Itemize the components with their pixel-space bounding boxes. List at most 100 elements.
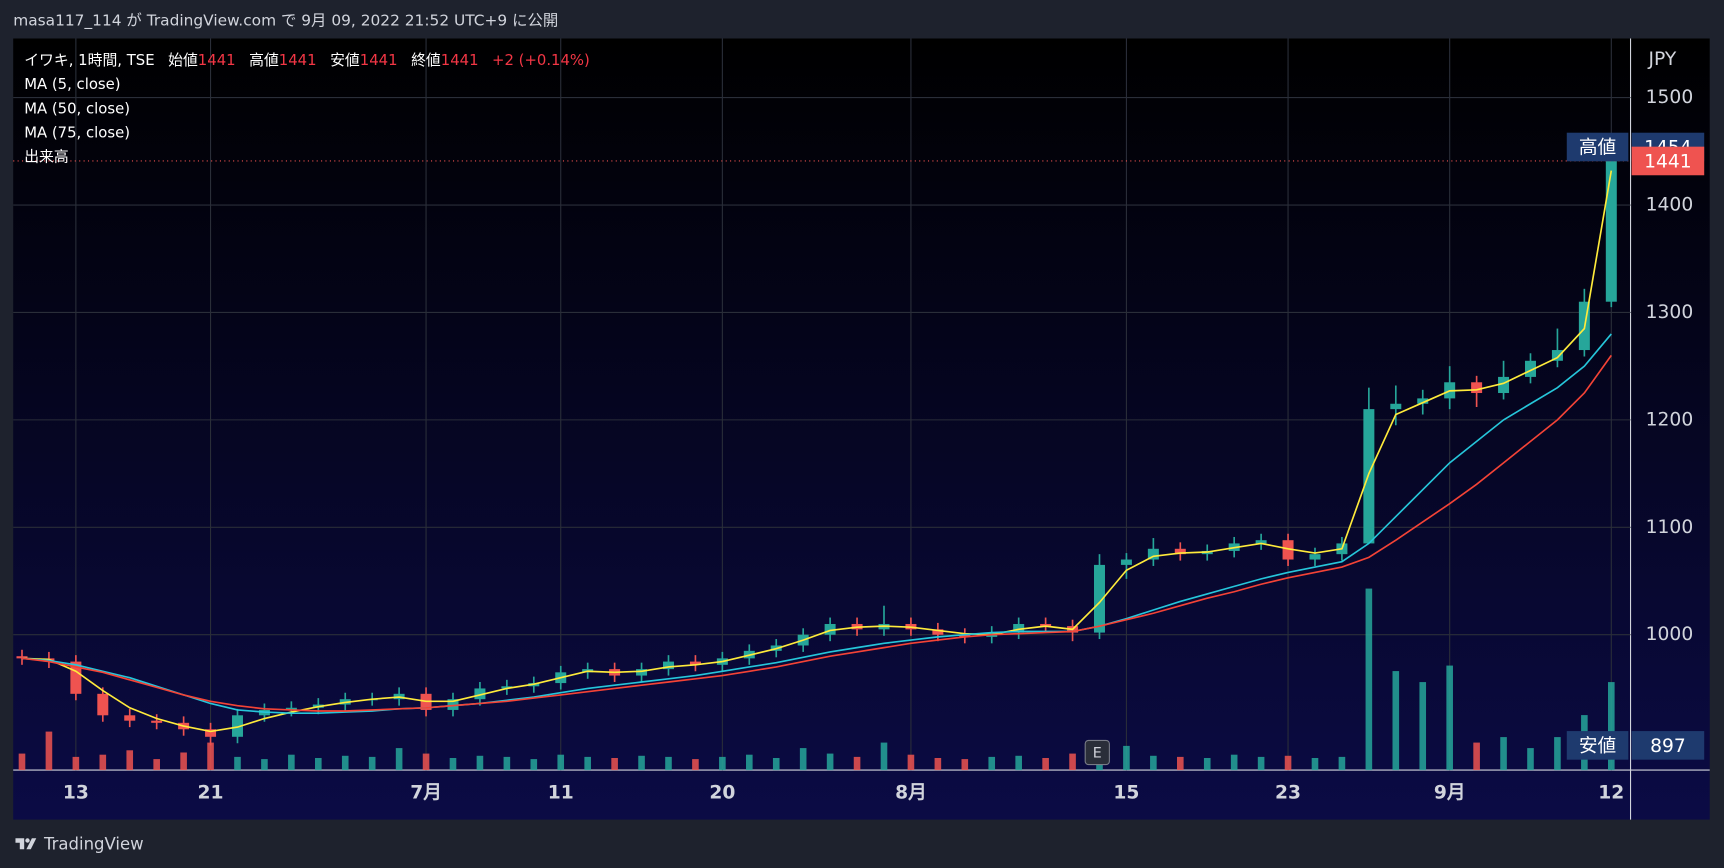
volume-bar bbox=[530, 759, 538, 771]
candle-body bbox=[662, 661, 674, 670]
volume-bar bbox=[826, 753, 834, 771]
candle-body bbox=[474, 688, 486, 700]
candle-body bbox=[231, 715, 243, 737]
volume-bar bbox=[1527, 748, 1534, 771]
y-tick-label: 1400 bbox=[1646, 195, 1694, 216]
volume-bar bbox=[638, 755, 645, 771]
volume-bar bbox=[557, 754, 565, 771]
volume-bar bbox=[1500, 737, 1507, 771]
axis-label: JPY bbox=[1648, 49, 1677, 70]
candle-body bbox=[97, 693, 109, 716]
badge-label-bg bbox=[1566, 731, 1629, 760]
candle-body bbox=[205, 729, 217, 737]
volume-bar bbox=[1015, 755, 1022, 771]
volume-bar bbox=[611, 757, 618, 771]
price-badge bbox=[1631, 146, 1705, 176]
volume-bar bbox=[422, 753, 430, 771]
candle-body bbox=[1551, 350, 1563, 361]
volume-bar bbox=[45, 731, 53, 771]
ma-line bbox=[21, 333, 1612, 714]
candle-body bbox=[16, 656, 28, 659]
earnings-box bbox=[1084, 739, 1110, 766]
candle-body bbox=[124, 715, 136, 721]
ohlc-value: 1441 bbox=[197, 51, 236, 70]
volume-bar bbox=[153, 759, 160, 771]
candle-body bbox=[1417, 398, 1429, 404]
volume-bar bbox=[665, 756, 672, 771]
candle-body bbox=[1390, 403, 1402, 410]
price-badge bbox=[1631, 731, 1705, 760]
volume-bar bbox=[746, 754, 753, 771]
volume-bar bbox=[449, 757, 457, 771]
candle-body bbox=[501, 686, 513, 689]
volume-bar bbox=[368, 756, 376, 771]
volume-bar bbox=[1392, 671, 1400, 771]
y-tick-label: 1300 bbox=[1646, 302, 1694, 323]
volume-bar bbox=[1230, 754, 1238, 771]
volume-bar bbox=[719, 756, 726, 771]
volume-bar bbox=[341, 755, 349, 771]
candle-body bbox=[1363, 409, 1375, 544]
logo bbox=[15, 838, 37, 850]
volume-bar bbox=[880, 742, 888, 771]
plot-background bbox=[13, 38, 1710, 820]
y-tick-label: 1100 bbox=[1646, 517, 1694, 538]
volume-bar bbox=[1311, 757, 1319, 771]
ohlc-label: 高値 bbox=[249, 51, 279, 70]
volume-bar bbox=[1284, 755, 1292, 771]
candle-body bbox=[1282, 540, 1294, 560]
volume-bar bbox=[988, 756, 996, 771]
y-tick-label: 1500 bbox=[1646, 87, 1694, 108]
candle-body bbox=[1013, 623, 1025, 633]
volume-bar bbox=[395, 748, 403, 771]
volume-bar bbox=[207, 742, 214, 771]
candle-body bbox=[1471, 382, 1483, 394]
volume-bar bbox=[961, 759, 969, 771]
footer: TradingView bbox=[15, 834, 144, 854]
volume-bar bbox=[799, 748, 807, 771]
x-tick-label: 15 bbox=[1113, 783, 1139, 804]
candle-body bbox=[824, 623, 836, 635]
volume-bar bbox=[18, 753, 26, 771]
price-badge-value: 1441 bbox=[1644, 152, 1692, 173]
candle-body bbox=[1524, 360, 1536, 377]
candle-body bbox=[1093, 564, 1105, 633]
x-tick-label: 9月 bbox=[1434, 783, 1466, 804]
ohlc-label: 始値 bbox=[168, 51, 198, 70]
volume-bar bbox=[72, 756, 80, 771]
volume-bar bbox=[1446, 665, 1453, 771]
volume-bar bbox=[853, 756, 861, 771]
candle-body bbox=[1040, 623, 1052, 627]
ohlc-value: 1441 bbox=[440, 51, 479, 70]
ohlc-label: 終値 bbox=[411, 51, 441, 70]
x-tick-label: 13 bbox=[63, 783, 89, 804]
candle-body bbox=[932, 629, 944, 635]
candle-body bbox=[1120, 559, 1132, 565]
ohlc-label: 安値 bbox=[330, 51, 360, 70]
candle-body bbox=[636, 669, 648, 676]
x-tick-label: 23 bbox=[1275, 783, 1301, 804]
volume-bar bbox=[692, 759, 699, 771]
price-badge-value: 897 bbox=[1650, 736, 1686, 757]
earnings-marker: E bbox=[1093, 746, 1102, 762]
volume-bar bbox=[1419, 682, 1427, 771]
volume-bar bbox=[180, 752, 187, 771]
candle-body bbox=[1498, 376, 1510, 394]
volume-bar bbox=[1338, 756, 1346, 771]
x-tick-label: 12 bbox=[1598, 783, 1624, 804]
volume-bar bbox=[315, 757, 322, 771]
volume-bar bbox=[99, 754, 107, 771]
volume-bar bbox=[288, 754, 295, 771]
indicator: MA (75, close) bbox=[24, 124, 131, 142]
badge-label: 高値 bbox=[1579, 138, 1616, 159]
x-tick-label: 8月 bbox=[895, 783, 927, 804]
volume-bar bbox=[584, 756, 591, 771]
volume-bar bbox=[1069, 753, 1076, 771]
candle-body bbox=[689, 661, 701, 665]
candle-body bbox=[447, 699, 459, 710]
candle-body bbox=[70, 661, 82, 694]
volume-bar bbox=[1123, 745, 1130, 771]
volume-bar bbox=[1608, 682, 1615, 771]
